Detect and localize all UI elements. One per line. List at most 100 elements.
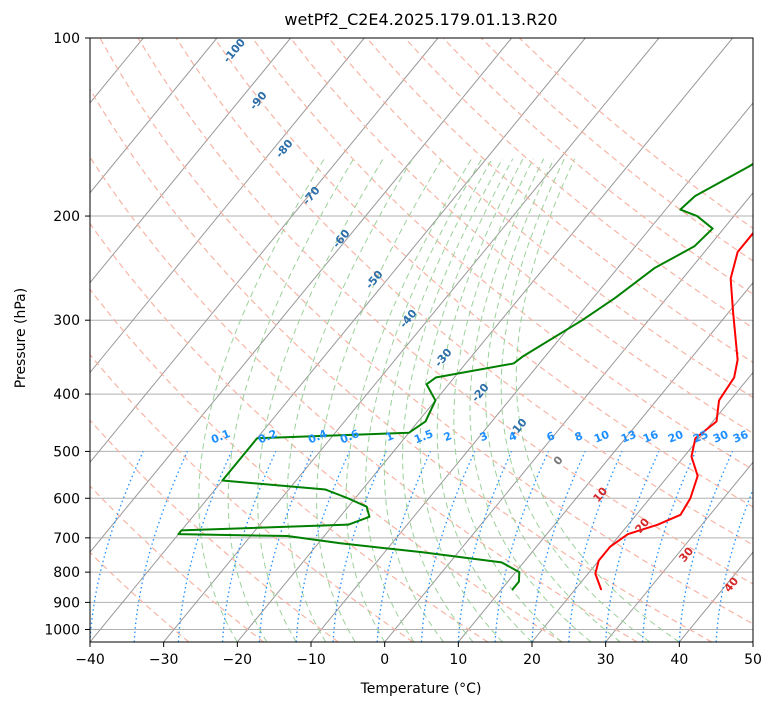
- dry-adiabat-line: [213, 38, 753, 508]
- y-tick-label: 500: [53, 444, 80, 460]
- mixing-ratio-line: [258, 451, 314, 642]
- moist-adiabat-line: [316, 158, 443, 642]
- mixing-ratio-label: 1: [384, 429, 396, 444]
- y-tick-label: 700: [53, 531, 80, 547]
- mixing-ratio-label: 36: [731, 428, 750, 446]
- x-tick-label: −10: [296, 652, 326, 668]
- isotherm-line: [90, 38, 291, 284]
- isotherm-line: [531, 371, 753, 642]
- mixing-ratio-label: 25: [691, 428, 710, 446]
- mixing-ratio-line: [678, 451, 734, 642]
- mixing-ratio-line: [90, 451, 144, 642]
- dry-adiabat-line: [90, 485, 264, 642]
- isotherm-line: [605, 461, 753, 642]
- moist-adiabat-line: [198, 158, 325, 642]
- moist-adiabat-line: [515, 158, 680, 642]
- dry-adiabat-line: [90, 551, 190, 642]
- dry-adiabat-line: [90, 156, 638, 642]
- x-tick-label: −40: [75, 652, 105, 668]
- x-tick-label: 30: [597, 652, 615, 668]
- y-tick-label: 800: [53, 565, 80, 581]
- moist-adiabat-line: [485, 158, 621, 642]
- y-tick-label: 200: [53, 209, 80, 225]
- isotherm-line: [90, 38, 218, 194]
- mixing-ratio-label: 10: [592, 428, 611, 446]
- moist-adiabat-line: [227, 158, 355, 642]
- dry-adiabat-line: [90, 222, 563, 642]
- isotherm-line: [90, 38, 586, 642]
- moist-adiabat-line: [286, 158, 414, 642]
- mixing-ratio-line: [531, 451, 586, 642]
- mixing-ratio-line: [715, 487, 753, 642]
- mixing-ratio-line: [605, 451, 660, 642]
- dry-adiabat-line: [251, 38, 753, 471]
- moist-adiabat-line: [257, 158, 384, 642]
- dry-adiabat-line: [90, 353, 414, 642]
- mixing-ratio-line: [177, 451, 233, 642]
- x-tick-label: −20: [223, 652, 253, 668]
- dewpoint-trace: [177, 162, 753, 591]
- mixing-ratio-line: [221, 451, 277, 642]
- moist-adiabat-line: [453, 158, 562, 642]
- moist-adiabat-line: [436, 158, 533, 642]
- x-axis-label: Temperature (°C): [360, 681, 482, 697]
- isotherm-line: [0, 38, 70, 642]
- mixing-ratio-line: [133, 451, 188, 642]
- moist-adiabat-line: [365, 158, 483, 642]
- mixing-ratio-line: [420, 451, 476, 642]
- isotherm-line: [90, 38, 365, 374]
- moist-adiabat-line: [383, 158, 493, 642]
- x-tick-label: 50: [744, 652, 762, 668]
- isotherm-line: [163, 38, 660, 642]
- moist-adiabat-line: [345, 158, 472, 642]
- dry-adiabat-line: [328, 38, 753, 399]
- y-axis-label: Pressure (hPa): [13, 288, 29, 388]
- mixing-ratio-label: 20: [666, 428, 685, 446]
- moist-adiabat-line: [500, 158, 651, 642]
- x-tick-label: 20: [523, 652, 541, 668]
- plot-frame: [89, 37, 754, 643]
- x-tick-label: 0: [380, 652, 389, 668]
- y-tick-label: 1000: [44, 622, 80, 638]
- temperature-trace: [594, 231, 753, 591]
- dry-adiabat-line: [90, 419, 339, 642]
- mixing-ratio-label: 8: [573, 429, 585, 444]
- mixing-ratio-line: [641, 451, 697, 642]
- y-tick-label: 400: [53, 387, 80, 403]
- mixing-ratio-line: [494, 451, 549, 642]
- dry-adiabat-line: [99, 38, 753, 625]
- mixing-ratio-label: 2: [442, 429, 454, 444]
- x-tick-label: 10: [449, 652, 467, 668]
- mixing-ratio-line: [332, 451, 387, 642]
- x-tick-label: 40: [670, 652, 688, 668]
- mixing-ratio-line: [752, 632, 753, 642]
- dry-adiabat-line: [290, 38, 753, 434]
- y-tick-label: 100: [53, 31, 80, 47]
- isotherm-line: [90, 38, 512, 553]
- plot-area: [0, 38, 753, 642]
- mixing-ratio-label: 30: [711, 428, 730, 446]
- isotherm-line: [384, 192, 753, 642]
- mixing-ratio-line: [295, 451, 351, 642]
- mixing-ratio-line: [568, 451, 623, 642]
- x-tick-label: −30: [149, 652, 179, 668]
- y-tick-label: 900: [53, 595, 80, 611]
- moist-adiabat-line: [469, 158, 592, 642]
- dry-adiabat-line: [442, 38, 753, 295]
- chart-title: wetPf2_C2E4.2025.179.01.13.R20: [284, 10, 557, 30]
- mixing-ratio-label: 16: [641, 428, 660, 446]
- mixing-ratio-line: [457, 451, 513, 642]
- mixing-ratio-label: 3: [478, 429, 490, 444]
- moist-adiabat-line: [419, 158, 514, 642]
- y-tick-label: 600: [53, 491, 80, 507]
- isotherm-line: [90, 38, 439, 464]
- y-tick-label: 300: [53, 313, 80, 329]
- dry-adiabat-line: [90, 88, 713, 642]
- isotherm-line: [752, 641, 753, 642]
- mixing-ratio-label: 13: [619, 428, 638, 446]
- dry-adiabat-line: [90, 288, 488, 642]
- dry-adiabat-line: [137, 38, 753, 585]
- moist-adiabat-line: [402, 158, 503, 642]
